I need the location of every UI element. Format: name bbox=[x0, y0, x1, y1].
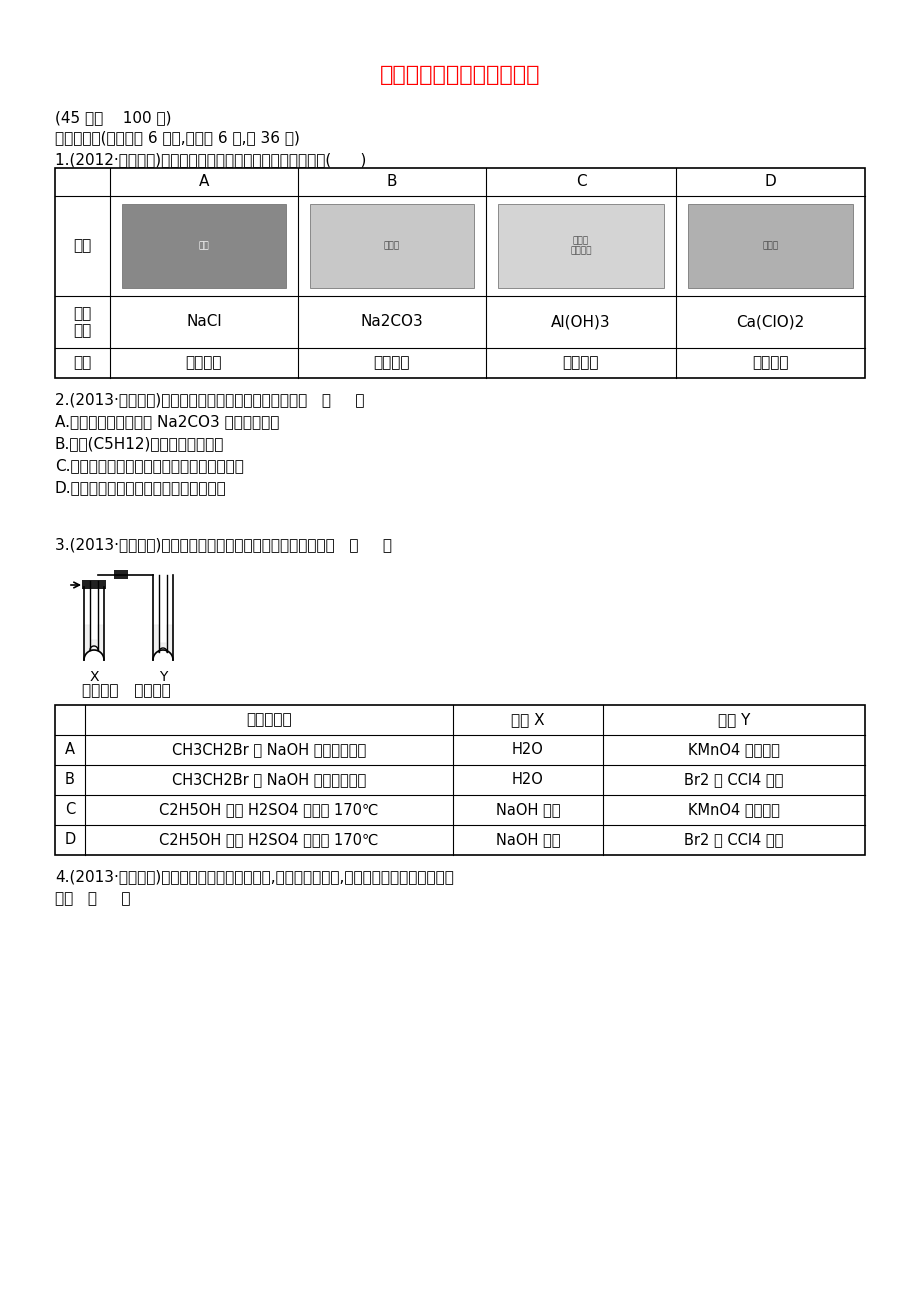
Text: A: A bbox=[65, 742, 75, 758]
Bar bbox=[55, 704, 864, 855]
Polygon shape bbox=[153, 625, 173, 660]
Text: CH3CH2Br 与 NaOH 乙醇溶液共热: CH3CH2Br 与 NaOH 乙醇溶液共热 bbox=[172, 742, 366, 758]
Text: A.乙酸和乙酸乙酯可用 Na2CO3 溶液加以区别: A.乙酸和乙酸乙酯可用 Na2CO3 溶液加以区别 bbox=[55, 414, 279, 428]
Text: C.乙烯、聚氯乙烯和苯分子中均含有碳碳双键: C.乙烯、聚氯乙烯和苯分子中均含有碳碳双键 bbox=[55, 458, 244, 473]
Bar bbox=[114, 570, 128, 579]
Text: D.糖类、油脂和蛋白质均可发生水解反应: D.糖类、油脂和蛋白质均可发生水解反应 bbox=[55, 480, 226, 495]
Bar bbox=[122, 204, 286, 288]
Text: H2O: H2O bbox=[512, 742, 543, 758]
Text: C: C bbox=[575, 174, 585, 190]
Text: 4.(2013·山东高考)茜草酸可用于合成药物达菲,其结构简式如图,下列关于茜草酸的说法正确: 4.(2013·山东高考)茜草酸可用于合成药物达菲,其结构简式如图,下列关于茜草… bbox=[55, 868, 453, 884]
Text: KMnO4 酸性溶液: KMnO4 酸性溶液 bbox=[687, 742, 779, 758]
Text: 做抗酸药: 做抗酸药 bbox=[562, 355, 598, 371]
Text: D: D bbox=[764, 174, 776, 190]
Text: Br2 的 CCl4 溶液: Br2 的 CCl4 溶液 bbox=[684, 772, 783, 788]
Text: X: X bbox=[89, 671, 98, 684]
Bar bbox=[687, 204, 852, 288]
Text: 白色袋: 白色袋 bbox=[762, 241, 777, 250]
Text: C2H5OH 与浓 H2SO4 加热至 170℃: C2H5OH 与浓 H2SO4 加热至 170℃ bbox=[159, 802, 379, 818]
Text: 一、选择题(本题包括 6 小题,每小题 6 分,共 36 分): 一、选择题(本题包括 6 小题,每小题 6 分,共 36 分) bbox=[55, 130, 300, 145]
Text: NaOH 溶液: NaOH 溶液 bbox=[495, 802, 560, 818]
Text: 小苏打: 小苏打 bbox=[383, 241, 400, 250]
Text: Na2CO3: Na2CO3 bbox=[360, 315, 423, 329]
Text: 做发酵粉: 做发酵粉 bbox=[373, 355, 410, 371]
Bar bbox=[82, 579, 106, 589]
Text: B.戊烷(C5H12)有两种同分异构体: B.戊烷(C5H12)有两种同分异构体 bbox=[55, 436, 224, 450]
Text: 有机物的组成、结构与性质: 有机物的组成、结构与性质 bbox=[380, 65, 539, 85]
Text: A: A bbox=[199, 174, 209, 190]
Text: 3.(2013·北京高考)用下图所示装置检验乙烯时不需要除杂的是   （     ）: 3.(2013·北京高考)用下图所示装置检验乙烯时不需要除杂的是 （ ） bbox=[55, 536, 391, 552]
Text: CH3CH2Br 与 NaOH 乙醇溶液共热: CH3CH2Br 与 NaOH 乙醇溶液共热 bbox=[172, 772, 366, 788]
Text: 除杂装置   检验装置: 除杂装置 检验装置 bbox=[82, 684, 171, 698]
Polygon shape bbox=[84, 625, 104, 660]
Text: 复方氢
氧化铝片: 复方氢 氧化铝片 bbox=[570, 236, 591, 255]
Text: 做消毒剂: 做消毒剂 bbox=[752, 355, 788, 371]
Text: KMnO4 酸性溶液: KMnO4 酸性溶液 bbox=[687, 802, 779, 818]
Text: Y: Y bbox=[159, 671, 167, 684]
Text: Al(OH)3: Al(OH)3 bbox=[550, 315, 610, 329]
Text: NaOH 溶液: NaOH 溶液 bbox=[495, 832, 560, 848]
Text: 的是   （     ）: 的是 （ ） bbox=[55, 891, 130, 906]
Text: Ca(ClO)2: Ca(ClO)2 bbox=[735, 315, 804, 329]
Text: D: D bbox=[64, 832, 75, 848]
Text: C2H5OH 与浓 H2SO4 加热至 170℃: C2H5OH 与浓 H2SO4 加热至 170℃ bbox=[159, 832, 379, 848]
Text: B: B bbox=[386, 174, 397, 190]
Text: C: C bbox=[65, 802, 75, 818]
Text: 2.(2013·福建高考)下列关于有机化合物的说法正确的是   （     ）: 2.(2013·福建高考)下列关于有机化合物的说法正确的是 （ ） bbox=[55, 392, 364, 408]
Text: 用途: 用途 bbox=[74, 355, 92, 371]
Text: 有效
成分: 有效 成分 bbox=[74, 306, 92, 339]
Text: Br2 的 CCl4 溶液: Br2 的 CCl4 溶液 bbox=[684, 832, 783, 848]
Text: NaCl: NaCl bbox=[186, 315, 221, 329]
Text: 食盐: 食盐 bbox=[199, 241, 210, 250]
Text: B: B bbox=[65, 772, 74, 788]
Bar bbox=[310, 204, 473, 288]
Text: 试剂 Y: 试剂 Y bbox=[717, 712, 749, 728]
Bar bbox=[55, 168, 864, 378]
Text: (45 分钟    100 分): (45 分钟 100 分) bbox=[55, 109, 171, 125]
Text: 试剂 X: 试剂 X bbox=[511, 712, 544, 728]
Text: 用品: 用品 bbox=[74, 238, 92, 254]
Bar bbox=[497, 204, 664, 288]
Text: 乙烯的制备: 乙烯的制备 bbox=[246, 712, 291, 728]
Text: 1.(2012·北京高考)下列用品的有效成分及用途对应错误的是(      ): 1.(2012·北京高考)下列用品的有效成分及用途对应错误的是( ) bbox=[55, 152, 366, 167]
Text: 做调味品: 做调味品 bbox=[186, 355, 222, 371]
Text: H2O: H2O bbox=[512, 772, 543, 788]
